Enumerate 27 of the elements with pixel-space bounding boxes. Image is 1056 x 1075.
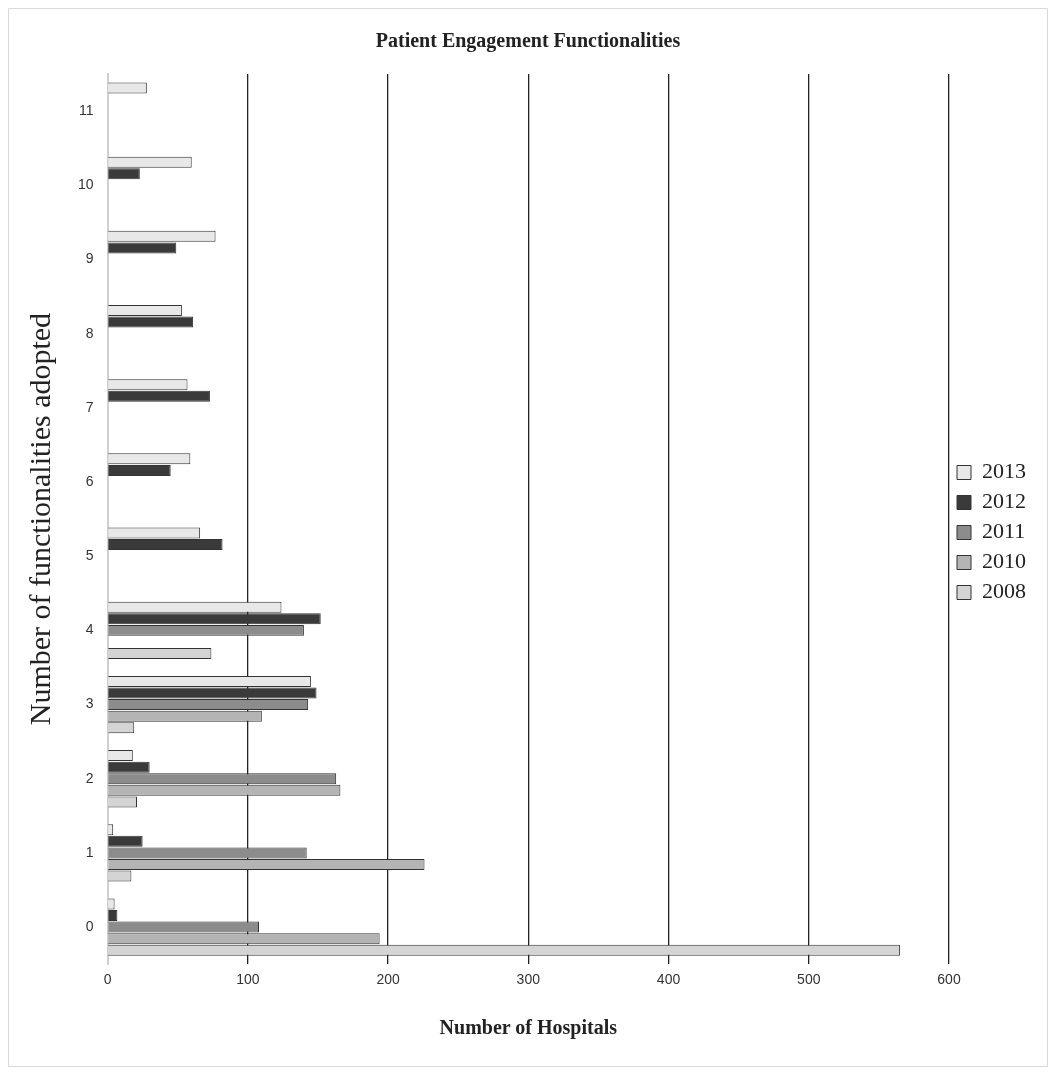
y-tick-label: 8 — [85, 324, 94, 341]
legend-label: 2012 — [982, 488, 1026, 514]
y-tick-label: 2 — [85, 769, 94, 786]
y-tick-label: 11 — [79, 101, 94, 118]
x-tick-label: 0 — [103, 971, 112, 988]
y-tick-label: 0 — [85, 917, 94, 934]
y-tick-label: 5 — [85, 547, 94, 564]
y-tick-label: 9 — [85, 250, 94, 267]
y-tick-label: 3 — [85, 695, 94, 712]
y-tick-label: 4 — [85, 621, 94, 638]
legend-label: 2008 — [982, 578, 1026, 604]
x-tick-label: 500 — [797, 971, 821, 988]
y-tick-label: 6 — [85, 472, 94, 489]
legend-label: 2013 — [982, 458, 1026, 484]
legend-label: 2011 — [982, 518, 1026, 544]
y-axis-title: Number of functionalities adopted — [22, 312, 56, 726]
x-tick-label: 100 — [236, 971, 260, 988]
chart-title: Patient Engagement Functionalities — [375, 29, 681, 53]
x-tick-label: 200 — [376, 971, 400, 988]
x-tick-label: 300 — [516, 971, 541, 988]
y-tick-label: 10 — [77, 176, 94, 193]
x-tick-label: 400 — [656, 971, 681, 988]
x-axis-title: Number of Hospitals — [439, 1016, 618, 1040]
y-tick-label: 1 — [85, 843, 94, 860]
legend-label: 2010 — [982, 548, 1026, 574]
y-tick-label: 7 — [85, 398, 94, 415]
x-tick-label: 600 — [937, 971, 961, 988]
